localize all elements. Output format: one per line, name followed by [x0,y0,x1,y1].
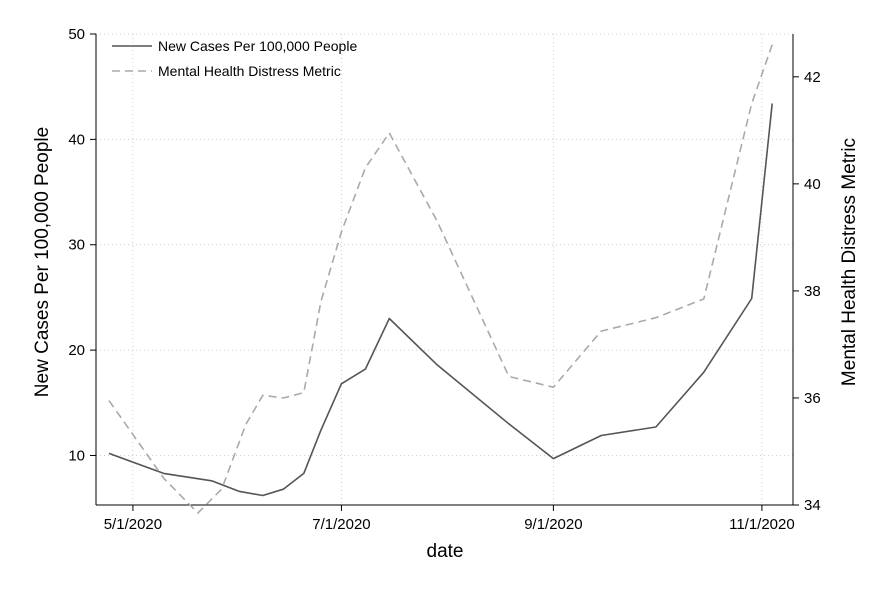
right-y-tick-label: 34 [804,497,821,514]
legend-label-new-cases: New Cases Per 100,000 People [158,38,357,54]
left-y-tick-label: 50 [68,26,85,43]
x-axis-title: date [427,541,464,562]
x-tick-label: 5/1/2020 [104,516,162,533]
left-y-tick-label: 10 [68,447,85,464]
right-y-tick-label: 36 [804,390,821,407]
left-y-tick-label: 40 [68,131,85,148]
left-y-axis-title: New Cases Per 100,000 People [32,127,53,397]
legend: New Cases Per 100,000 People Mental Heal… [112,38,357,79]
right-y-tick-label: 38 [804,283,821,300]
series-line-mental-health [109,45,772,513]
left-y-tick-label: 20 [68,342,85,359]
tick-marks [90,34,799,511]
right-y-tick-label: 40 [804,176,821,193]
legend-label-mental-health: Mental Health Distress Metric [158,63,341,79]
axes [96,34,793,505]
series-line-new-cases [109,104,772,496]
data-series [109,45,772,513]
tick-labels: 10 20 30 40 50 34 36 38 40 42 5/1/2020 7/1/2020 9/1/… [68,26,820,533]
gridlines [96,34,793,505]
x-tick-label: 7/1/2020 [312,516,370,533]
left-y-tick-label: 30 [68,237,85,254]
x-tick-label: 9/1/2020 [524,516,582,533]
right-y-axis-title: Mental Health Distress Metric [839,138,860,386]
right-y-tick-label: 42 [804,69,821,86]
x-tick-label: 11/1/2020 [729,516,795,533]
